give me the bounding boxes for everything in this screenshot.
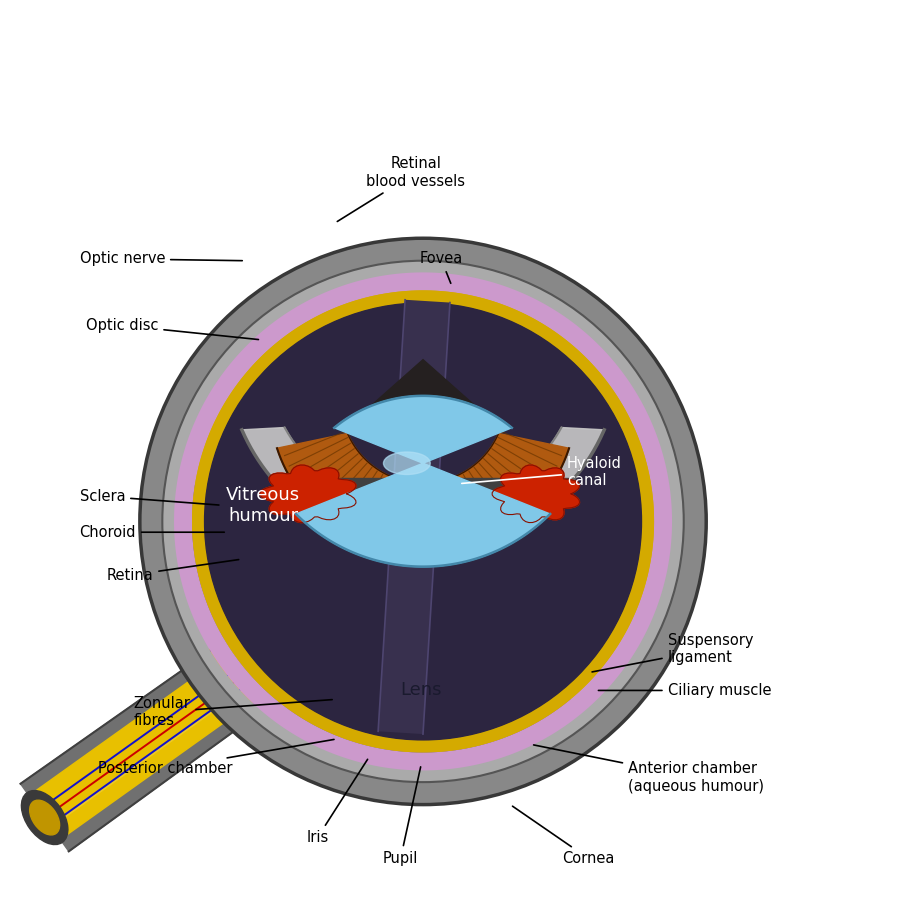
Polygon shape — [29, 658, 252, 840]
Polygon shape — [174, 272, 672, 770]
Text: Cornea: Cornea — [512, 806, 615, 866]
Polygon shape — [192, 290, 654, 752]
Ellipse shape — [30, 800, 59, 835]
Polygon shape — [277, 477, 569, 494]
Polygon shape — [277, 433, 569, 555]
Text: Choroid: Choroid — [79, 525, 224, 539]
Circle shape — [162, 261, 684, 782]
Text: Hyaloid
canal: Hyaloid canal — [462, 456, 622, 488]
Text: Optic nerve: Optic nerve — [79, 252, 242, 266]
Polygon shape — [140, 238, 706, 805]
Circle shape — [176, 274, 670, 769]
Text: Retina: Retina — [106, 559, 238, 583]
Polygon shape — [378, 299, 450, 734]
Text: Suspensory
ligament: Suspensory ligament — [592, 633, 753, 672]
Polygon shape — [242, 428, 604, 548]
Text: Pupil: Pupil — [382, 767, 420, 866]
Circle shape — [204, 303, 642, 740]
Text: Sclera: Sclera — [79, 489, 219, 505]
Circle shape — [189, 288, 657, 755]
Circle shape — [147, 245, 699, 797]
Polygon shape — [21, 648, 259, 851]
Text: Zonular
fibres: Zonular fibres — [133, 696, 332, 728]
Text: Posterior chamber: Posterior chamber — [97, 740, 334, 776]
Circle shape — [140, 238, 706, 805]
Polygon shape — [492, 465, 580, 522]
Polygon shape — [296, 396, 550, 566]
Ellipse shape — [22, 790, 68, 844]
Circle shape — [202, 301, 644, 742]
Text: Retinal
blood vessels: Retinal blood vessels — [338, 156, 465, 221]
Text: Optic disc: Optic disc — [86, 318, 258, 340]
Ellipse shape — [436, 678, 464, 694]
Polygon shape — [378, 299, 450, 734]
Ellipse shape — [202, 636, 270, 698]
Ellipse shape — [383, 452, 430, 475]
Polygon shape — [162, 261, 684, 782]
Text: Iris: Iris — [306, 760, 367, 845]
Polygon shape — [356, 360, 490, 442]
Text: Ciliary muscle: Ciliary muscle — [598, 683, 771, 698]
Text: Fovea: Fovea — [419, 252, 463, 283]
Text: Vitreous
humour: Vitreous humour — [226, 485, 300, 525]
Text: Lens: Lens — [400, 681, 442, 699]
Polygon shape — [260, 465, 356, 522]
Text: Anterior chamber
(aqueous humour): Anterior chamber (aqueous humour) — [534, 745, 764, 794]
